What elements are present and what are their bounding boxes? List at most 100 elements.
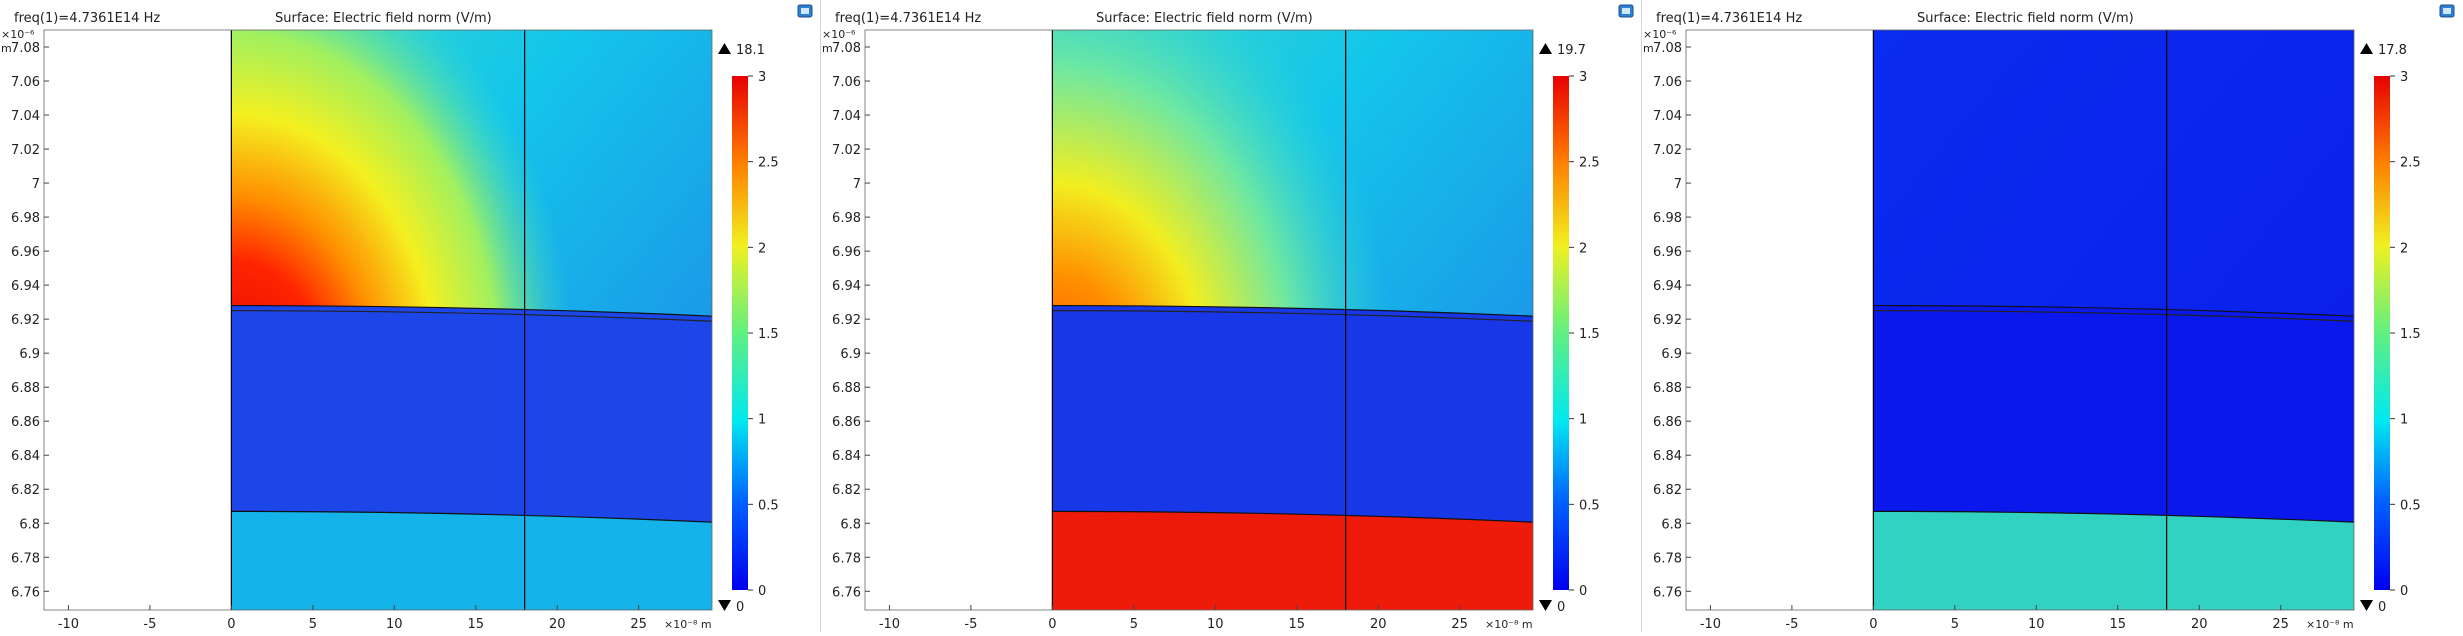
x-tick-label: 20 bbox=[1370, 617, 1387, 632]
y-tick-label: 6.98 bbox=[1653, 211, 1682, 226]
colorbar-min-label: 0 bbox=[736, 600, 744, 615]
y-tick-label: 6.76 bbox=[11, 585, 40, 600]
y-tick-label: 7.06 bbox=[11, 75, 40, 90]
y-tick-label: 6.84 bbox=[1653, 449, 1682, 464]
colorbar-tick-label: 1 bbox=[2400, 413, 2408, 428]
y-axis-unit: m bbox=[822, 42, 833, 55]
y-tick-label: 6.78 bbox=[1653, 551, 1682, 566]
colorbar-tick-label: 1 bbox=[1579, 413, 1587, 428]
x-tick-label: 20 bbox=[549, 617, 566, 632]
panel-divider bbox=[1641, 0, 1642, 632]
y-tick-label: 7.06 bbox=[832, 75, 861, 90]
y-tick-label: 7.04 bbox=[832, 109, 861, 124]
y-axis-exponent: ×10⁻⁶ bbox=[1643, 28, 1677, 41]
field-plot: freq(1)=4.7361E14 Hz Surface: Electric fi… bbox=[1643, 4, 2455, 632]
y-axis-unit: m bbox=[1, 42, 12, 55]
colorbar-tick-label: 1.5 bbox=[2400, 327, 2421, 342]
y-tick-label: 6.86 bbox=[11, 415, 40, 430]
x-tick-label: -10 bbox=[58, 617, 79, 632]
y-tick-label: 6.86 bbox=[1653, 415, 1682, 430]
x-tick-label: 10 bbox=[2028, 617, 2045, 632]
colorbar-tick-label: 0 bbox=[1579, 584, 1587, 599]
x-tick-label: 5 bbox=[1951, 617, 1959, 632]
colorbar-max-label: 17.8 bbox=[2378, 43, 2407, 58]
colorbar-max-label: 18.1 bbox=[736, 43, 765, 58]
x-tick-label: -5 bbox=[1785, 617, 1798, 632]
y-tick-label: 6.82 bbox=[11, 483, 40, 498]
colorbar-tick-label: 0.5 bbox=[1579, 498, 1600, 513]
max-triangle-icon bbox=[718, 43, 731, 54]
y-tick-label: 6.76 bbox=[832, 585, 861, 600]
colorbar-tick-label: 2 bbox=[1579, 241, 1587, 256]
plot-frame bbox=[864, 29, 1534, 611]
y-tick-label: 6.82 bbox=[1653, 483, 1682, 498]
inner-core bbox=[1052, 514, 1534, 610]
y-tick-label: 6.84 bbox=[11, 449, 40, 464]
y-tick-label: 7 bbox=[853, 177, 861, 192]
y-tick-label: 6.8 bbox=[1661, 517, 1682, 532]
field-surface bbox=[1873, 30, 2355, 610]
x-tick-label: 0 bbox=[1048, 617, 1056, 632]
window-icon-inner bbox=[1622, 8, 1630, 14]
y-tick-label: 6.88 bbox=[832, 381, 861, 396]
y-tick-label: 6.86 bbox=[832, 415, 861, 430]
y-tick-label: 7.08 bbox=[1653, 41, 1682, 56]
colorbar-tick-label: 3 bbox=[2400, 70, 2408, 85]
frequency-label: freq(1)=4.7361E14 Hz bbox=[835, 11, 981, 26]
colorbar-tick-label: 2.5 bbox=[2400, 156, 2421, 171]
y-tick-label: 6.88 bbox=[1653, 381, 1682, 396]
colorbar-min-label: 0 bbox=[1557, 600, 1565, 615]
y-tick-label: 6.94 bbox=[1653, 279, 1682, 294]
colorbar-min-label: 0 bbox=[2378, 600, 2386, 615]
x-tick-label: 25 bbox=[630, 617, 647, 632]
colorbar-max-label: 19.7 bbox=[1557, 43, 1586, 58]
x-tick-label: 20 bbox=[2191, 617, 2208, 632]
y-tick-label: 6.88 bbox=[11, 381, 40, 396]
colorbar-tick-label: 0.5 bbox=[758, 498, 779, 513]
y-tick-label: 6.78 bbox=[11, 551, 40, 566]
x-tick-label: 0 bbox=[1869, 617, 1877, 632]
y-tick-label: 6.92 bbox=[1653, 313, 1682, 328]
field-plot: freq(1)=4.7361E14 Hz Surface: Electric fi… bbox=[1, 4, 813, 632]
window-icon-inner bbox=[2443, 8, 2451, 14]
max-triangle-icon bbox=[2360, 43, 2373, 54]
x-axis-unit: ×10⁻⁸ m bbox=[1485, 618, 1533, 631]
field-surface bbox=[231, 30, 713, 610]
y-tick-label: 7 bbox=[1674, 177, 1682, 192]
y-tick-label: 6.92 bbox=[832, 313, 861, 328]
x-tick-label: 5 bbox=[1130, 617, 1138, 632]
y-tick-label: 7.08 bbox=[832, 41, 861, 56]
colorbar-tick-label: 2.5 bbox=[758, 156, 779, 171]
plot-frame bbox=[43, 29, 713, 611]
y-tick-label: 6.92 bbox=[11, 313, 40, 328]
colorbar bbox=[1553, 76, 1569, 590]
min-triangle-icon bbox=[718, 600, 731, 611]
colorbar-tick-label: 3 bbox=[1579, 70, 1587, 85]
plot-title: Surface: Electric field norm (V/m) bbox=[1917, 11, 2134, 26]
x-tick-label: 10 bbox=[386, 617, 403, 632]
colorbar-tick-label: 2 bbox=[2400, 241, 2408, 256]
colorbar-tick-label: 0.5 bbox=[2400, 498, 2421, 513]
min-triangle-icon bbox=[1539, 600, 1552, 611]
field-plot: freq(1)=4.7361E14 Hz Surface: Electric fi… bbox=[822, 4, 1634, 632]
frequency-label: freq(1)=4.7361E14 Hz bbox=[14, 11, 160, 26]
y-tick-label: 6.9 bbox=[840, 347, 861, 362]
x-tick-label: 10 bbox=[1207, 617, 1224, 632]
colorbar-tick-label: 0 bbox=[758, 584, 766, 599]
x-tick-label: -10 bbox=[879, 617, 900, 632]
plot-frame bbox=[1685, 29, 2355, 611]
colorbar-tick-label: 3 bbox=[758, 70, 766, 85]
y-tick-label: 7 bbox=[32, 177, 40, 192]
x-tick-label: 0 bbox=[227, 617, 235, 632]
max-triangle-icon bbox=[1539, 43, 1552, 54]
colorbar bbox=[732, 76, 748, 590]
y-tick-label: 7.04 bbox=[11, 109, 40, 124]
y-tick-label: 7.04 bbox=[1653, 109, 1682, 124]
y-tick-label: 6.8 bbox=[19, 517, 40, 532]
y-axis-exponent: ×10⁻⁶ bbox=[822, 28, 856, 41]
colorbar bbox=[2374, 76, 2390, 590]
y-tick-label: 7.06 bbox=[1653, 75, 1682, 90]
x-tick-label: 15 bbox=[1288, 617, 1305, 632]
x-axis-unit: ×10⁻⁸ m bbox=[2306, 618, 2354, 631]
colorbar-tick-label: 1 bbox=[758, 413, 766, 428]
